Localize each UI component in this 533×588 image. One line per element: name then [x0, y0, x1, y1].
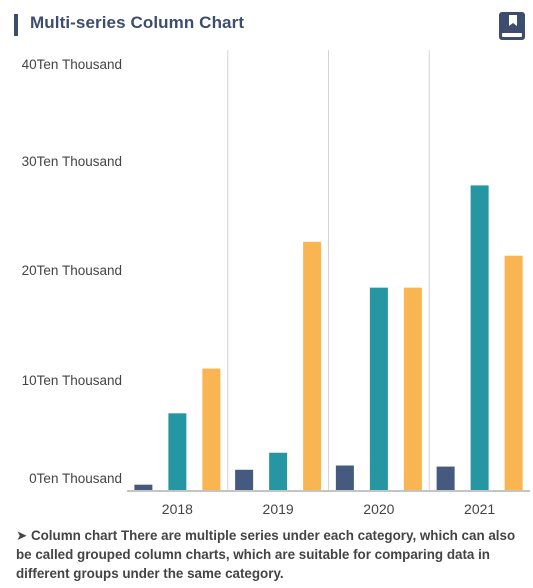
- bar: [269, 452, 288, 490]
- y-tick-label: 0Ten Thousand: [29, 471, 122, 486]
- y-tick-label: 20Ten Thousand: [22, 263, 122, 278]
- bar: [335, 465, 354, 490]
- chart-caption: ➤ Column chart There are multiple series…: [16, 528, 516, 581]
- bar: [470, 185, 489, 490]
- column-chart: 0Ten Thousand 10Ten Thousand 20Ten Thousan…: [22, 50, 530, 517]
- x-tick-label: 2021: [464, 501, 495, 517]
- y-tick-label: 10Ten Thousand: [22, 373, 122, 388]
- bar: [369, 287, 388, 490]
- x-tick-label: 2018: [162, 501, 193, 517]
- chart-area: 0Ten Thousand 10Ten Thousand 20Ten Thousan…: [0, 50, 533, 520]
- bar: [303, 241, 322, 490]
- x-tick-label: 2019: [263, 501, 294, 517]
- bar: [134, 484, 153, 490]
- title-accent-bar: [14, 14, 18, 36]
- book-icon[interactable]: [498, 11, 526, 41]
- y-tick-label: 30Ten Thousand: [22, 154, 122, 169]
- bar: [168, 413, 187, 490]
- bar: [504, 255, 523, 490]
- bar: [235, 469, 254, 490]
- chart-title: Multi-series Column Chart: [30, 13, 245, 32]
- bar: [202, 368, 221, 490]
- y-tick-label: 40Ten Thousand: [22, 57, 122, 72]
- chart-header: Multi-series Column Chart: [0, 0, 533, 50]
- bar: [403, 287, 422, 490]
- bar: [436, 466, 455, 490]
- x-tick-label: 2020: [363, 501, 394, 517]
